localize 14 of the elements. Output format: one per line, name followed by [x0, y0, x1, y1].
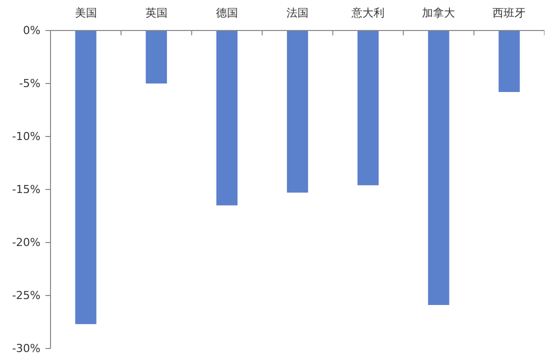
x-tick-label: 法国 — [286, 6, 308, 20]
y-tick-label: -20% — [12, 236, 41, 249]
y-tick-label: -10% — [12, 130, 41, 143]
y-tick-label: 0% — [23, 24, 40, 37]
y-tick-label: -25% — [12, 289, 41, 302]
x-tick-label: 英国 — [145, 6, 168, 20]
x-tick-label: 西班牙 — [492, 6, 526, 20]
x-tick-label: 德国 — [216, 6, 238, 20]
y-tick-label: -30% — [12, 342, 41, 355]
x-tick-label: 意大利 — [350, 6, 385, 20]
y-tick-label: -5% — [19, 77, 40, 90]
y-tick-label: -15% — [12, 183, 41, 196]
x-tick-label: 加拿大 — [422, 6, 456, 20]
x-tick-label: 美国 — [74, 6, 97, 20]
